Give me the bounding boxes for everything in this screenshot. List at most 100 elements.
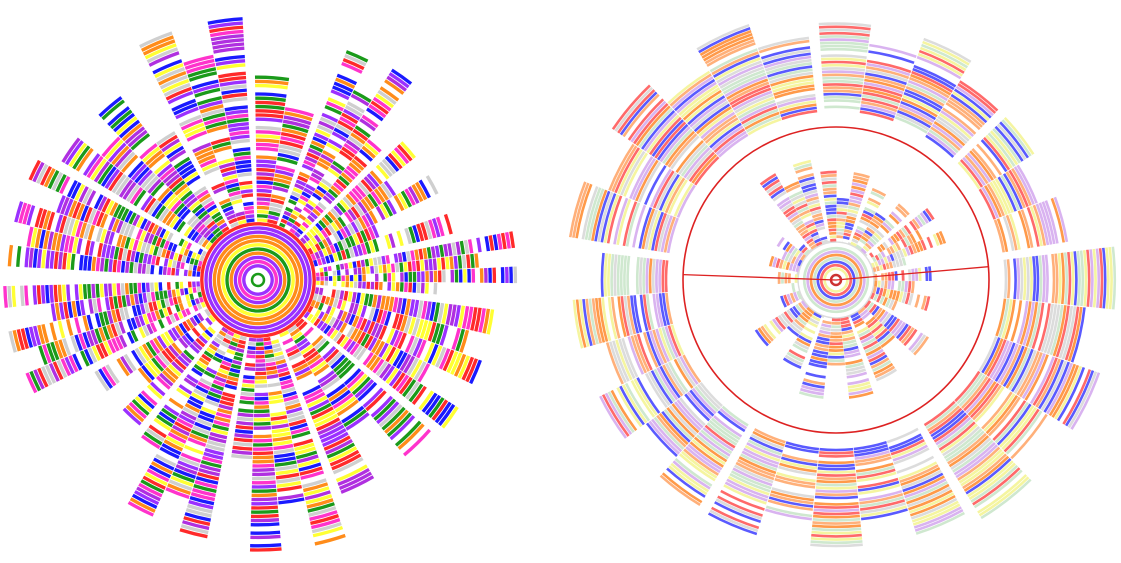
outer-arc <box>1035 203 1050 246</box>
outer-arc <box>587 188 605 241</box>
sector-arc <box>272 431 291 438</box>
sector-arc <box>793 220 804 229</box>
sector-arc <box>408 226 417 244</box>
outer-arc <box>823 95 862 101</box>
sector-arc <box>815 339 830 345</box>
sector-arc <box>62 252 68 270</box>
outer-arc <box>653 368 676 403</box>
outer-arc <box>769 71 814 84</box>
sector-arc <box>803 326 816 335</box>
sector-arc <box>271 194 286 201</box>
sector-arc <box>361 266 366 275</box>
sector-arc <box>774 193 789 205</box>
sector-arc <box>431 218 441 238</box>
sector-arc <box>234 159 252 166</box>
sector-arc <box>770 187 785 199</box>
outer-arc <box>813 511 860 516</box>
sector-arc <box>197 154 216 165</box>
sector-arc <box>872 286 877 294</box>
sector-arc <box>149 381 166 397</box>
outer-arc <box>1002 173 1023 210</box>
outer-arc <box>824 105 860 110</box>
sector-arc <box>226 348 236 355</box>
sector-arc <box>150 181 165 197</box>
sector-arc <box>871 323 883 334</box>
outer-arc <box>1070 251 1075 306</box>
sector-arc <box>134 490 160 506</box>
sector-arc <box>888 261 894 269</box>
outer-arc <box>613 388 640 430</box>
sector-arc <box>212 141 231 150</box>
outer-arc <box>575 299 587 348</box>
outer-arc <box>737 99 776 120</box>
outer-arc <box>1016 351 1040 396</box>
sector-arc <box>860 248 867 255</box>
sector-arc <box>882 288 887 297</box>
outer-arc <box>719 408 748 430</box>
sector-arc <box>327 288 332 298</box>
outer-arc <box>779 462 817 473</box>
sector-arc <box>799 179 816 187</box>
sector-arc <box>325 171 338 182</box>
sector-arc <box>278 497 305 505</box>
sector-arc <box>336 309 344 320</box>
sector-arc <box>289 227 296 235</box>
sector-arc <box>302 347 317 359</box>
outer-arc <box>676 357 697 387</box>
sector-arc <box>873 307 883 318</box>
sector-arc <box>256 193 272 198</box>
sector-arc <box>181 380 195 392</box>
sector-arc <box>843 232 851 237</box>
sector-arc <box>799 331 813 341</box>
sector-arc <box>287 324 298 334</box>
outer-arc <box>605 342 624 385</box>
outer-arc <box>976 388 1008 425</box>
sector-arc <box>340 172 353 184</box>
sector-arc <box>47 169 60 189</box>
sector-arc <box>455 241 461 255</box>
outer-arc <box>704 424 736 449</box>
sector-arc <box>327 211 337 221</box>
sector-arc <box>196 271 201 277</box>
sector-arc <box>293 206 303 213</box>
sector-arc <box>880 251 886 258</box>
outer-arc <box>661 326 676 360</box>
outer-arc <box>743 447 780 465</box>
sector-arc <box>253 413 270 418</box>
sector-arc <box>130 330 139 343</box>
outer-arc <box>735 461 775 481</box>
outer-arc <box>1014 211 1028 249</box>
sector-arc <box>361 114 379 129</box>
sector-arc <box>233 207 245 213</box>
sector-arc <box>437 302 445 324</box>
sector-arc <box>220 341 230 348</box>
sector-arc <box>350 93 370 107</box>
outer-arc <box>930 126 961 151</box>
sector-arc <box>30 227 38 248</box>
sector-arc <box>370 395 394 418</box>
sector-arc <box>314 243 322 252</box>
sector-arc <box>794 257 800 266</box>
outer-arc <box>667 325 682 357</box>
sector-arc <box>156 414 174 428</box>
sector-arc <box>892 244 899 252</box>
sector-arc <box>797 226 807 234</box>
outer-arc <box>819 447 854 452</box>
sector-arc <box>295 179 307 187</box>
sector-arc <box>196 223 206 234</box>
sector-arc <box>375 205 386 221</box>
outer-arc <box>967 460 1014 498</box>
sector-arc <box>359 118 376 132</box>
sector-arc <box>380 183 393 199</box>
sector-arc <box>169 94 195 109</box>
sector-arc <box>95 283 100 298</box>
sector-arc <box>142 253 149 264</box>
sector-arc <box>345 50 369 63</box>
sector-arc <box>822 319 832 325</box>
outer-arc <box>610 253 615 297</box>
outer-arc <box>950 437 992 470</box>
sector-arc <box>807 365 827 372</box>
sector-arc <box>416 282 421 294</box>
sector-arc <box>298 213 307 221</box>
sector-arc <box>289 195 299 202</box>
